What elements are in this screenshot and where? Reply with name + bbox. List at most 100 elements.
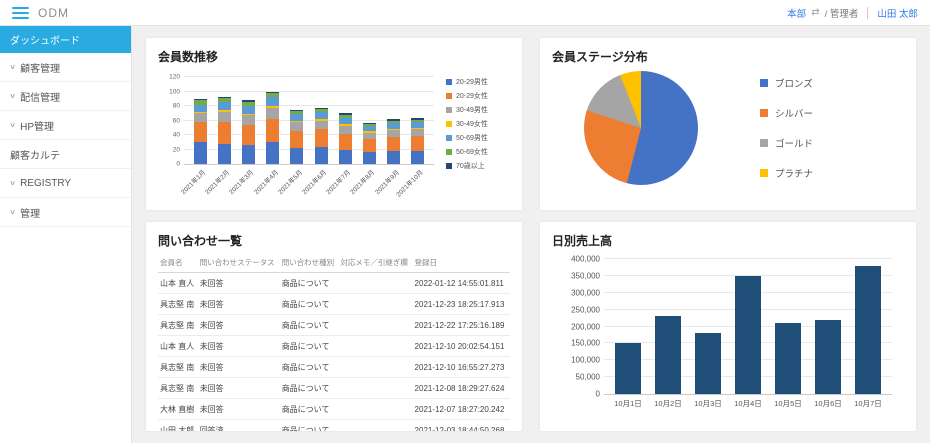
bar-column: 2021年1月 [180, 77, 212, 196]
gridline [604, 258, 892, 259]
x-tick-label: 2021年1月 [180, 169, 208, 197]
bar-segment [363, 139, 377, 153]
sidebar-item-2[interactable]: ∨ 配信管理 [0, 82, 131, 111]
sidebar-item-1[interactable]: ∨ 顧客管理 [0, 53, 131, 82]
chevron-down-icon: ∨ [9, 209, 16, 216]
sidebar-item-3[interactable]: ∨ HP管理 [0, 111, 131, 140]
table-cell: 2021-12-08 18:29:27.624 [412, 377, 510, 399]
legend-item: 20-29男性 [446, 77, 488, 87]
bar-segment [338, 124, 352, 126]
table-row[interactable]: 大林 直樹 未回答 商品について 2021-12-07 18:27:20.242 [158, 398, 510, 420]
bar-segment [242, 124, 255, 146]
y-tick-label: 250,000 [571, 305, 600, 315]
table-row[interactable]: 山田 太郎 回答済 商品について 2021-12-03 18:44:50.268 [158, 419, 510, 431]
legend-item: ゴールド [760, 136, 813, 150]
y-tick-label: 50,000 [575, 372, 600, 382]
bar-segment [266, 106, 280, 109]
sidebar-item-5[interactable]: ∨ REGISTRY [0, 169, 131, 198]
bar-segment [314, 107, 328, 109]
sidebar-item-4[interactable]: 顧客カルテ [0, 140, 131, 169]
table-cell: 未回答 [197, 293, 280, 315]
sidebar-item-label: 顧客カルテ [10, 150, 60, 162]
x-tick-label: 2021年5月 [277, 169, 304, 197]
bar-segment [314, 119, 328, 121]
panel-title-daily-sales: 日別売上高 [552, 234, 613, 248]
table-row[interactable]: 具志堅 南未回答 商品について 2021-12-08 18:29:27.624 [158, 377, 510, 399]
panel-member-trend: 会員数推移 0 20 40 60 80 100 120 2021年1月 2021年2月 2021年… [146, 38, 522, 210]
table-cell [338, 293, 413, 315]
table-cell: 具志堅 南 [158, 356, 198, 378]
app-title: ODM [38, 5, 69, 20]
table-row[interactable]: 具志堅 南未回答 商品について 2021-12-23 18:25:17.913 [158, 293, 510, 315]
bar-segment [338, 149, 352, 164]
menu-icon[interactable] [12, 6, 29, 19]
bar-segment [363, 131, 377, 133]
table-cell [338, 419, 413, 431]
legend-label: 50-69女性 [456, 149, 488, 156]
bar-segment [266, 108, 280, 120]
bar-segment [363, 124, 377, 127]
table-cell [338, 398, 413, 420]
bar-segment [411, 129, 425, 137]
legend-item: 20-29女性 [446, 91, 488, 101]
legend-label: 20-29男性 [456, 79, 488, 86]
legend-swatch [446, 93, 452, 99]
bar-segment [314, 129, 328, 147]
inquiry-table: 会員名 問い合わせステータス 問い合わせ種別 対応メモ／引継ぎ欄 登録日 山本 直人 未回… [158, 253, 510, 431]
table-cell: 2021-12-10 20:02:54.151 [412, 335, 510, 357]
switch-icon[interactable]: ⇄ [811, 6, 820, 18]
bar-column: 2021年10月 [396, 77, 430, 199]
bar-segment [411, 121, 425, 128]
stacked-bar [363, 77, 377, 164]
bar-segment [387, 119, 401, 121]
table-cell [338, 335, 413, 357]
table-cell: 回答済 [197, 419, 280, 431]
panel-stage-distribution: 会員ステージ分布 ブロンズ シルバー ゴールド プラチナ [540, 38, 916, 210]
table-cell: 商品について [279, 335, 339, 357]
bar-segment [338, 133, 352, 150]
gridline [184, 105, 434, 106]
topbar: ODM 本部 ⇄ / 管理者 山田 太郎 [0, 0, 930, 26]
y-tick-label: 100 [169, 88, 180, 95]
bar-segment [242, 114, 255, 116]
table-row[interactable]: 具志堅 南未回答 商品について 2021-12-10 16:55:27.273 [158, 356, 510, 378]
table-cell: 商品について [279, 377, 339, 399]
legend-swatch [446, 121, 452, 127]
table-cell: 商品について [279, 419, 339, 431]
bar-segment [266, 142, 280, 164]
table-cell: 2021-12-22 17:25:16.189 [412, 314, 510, 336]
bar-column: 2021年9月 [374, 77, 406, 196]
x-tick-label: 10月2日 [654, 399, 682, 408]
chevron-down-icon: ∨ [9, 93, 16, 100]
table-cell: 商品について [279, 272, 339, 294]
y-tick-label: 80 [172, 102, 180, 110]
legend-label: 70歳以上 [456, 163, 485, 170]
main-content: 会員数推移 0 20 40 60 80 100 120 2021年1月 2021年2月 2021年… [132, 26, 930, 443]
legend-swatch [446, 107, 452, 113]
stacked-bar [314, 77, 328, 164]
sidebar-item-label: 顧客管理 [20, 63, 61, 75]
bar-segment [387, 129, 401, 138]
bar-segment [363, 132, 377, 140]
table-row[interactable]: 山本 直人 未回答 商品について 2022-01-12 14:55:01.811 [158, 272, 510, 294]
table-row[interactable]: 山本 直人 未回答 商品について 2021-12-10 20:02:54.151 [158, 335, 510, 357]
table-cell: 未回答 [197, 356, 280, 378]
sidebar-item-0[interactable]: ダッシュボード [0, 26, 131, 53]
org-link[interactable]: 本部 [787, 8, 807, 20]
bar-segment [217, 121, 231, 144]
table-cell: 2022-01-12 14:55:01.811 [412, 272, 510, 294]
sidebar-item-6[interactable]: ∨ 管理 [0, 198, 131, 227]
table-cell: 2021-12-10 16:55:27.273 [412, 356, 510, 378]
table-row[interactable]: 具志堅 南未回答 商品について 2021-12-22 17:25:16.189 [158, 314, 510, 336]
user-link[interactable]: 山田 太郎 [877, 8, 918, 20]
bar-segment [411, 150, 425, 164]
table-cell: 2021-12-23 18:25:17.913 [412, 293, 510, 315]
bar-segment [242, 101, 255, 107]
bar-column: 2021年8月 [350, 77, 381, 196]
member-trend-chart: 0 20 40 60 80 100 120 2021年1月 2021年2月 2021年3月 2021… [158, 69, 510, 207]
legend-swatch [760, 109, 768, 117]
panel-title-inquiries: 問い合わせ一覧 [158, 234, 243, 248]
bar-segment [411, 127, 425, 130]
panel-title-stage-distribution: 会員ステージ分布 [552, 50, 648, 64]
chevron-down-icon: ∨ [9, 180, 16, 187]
